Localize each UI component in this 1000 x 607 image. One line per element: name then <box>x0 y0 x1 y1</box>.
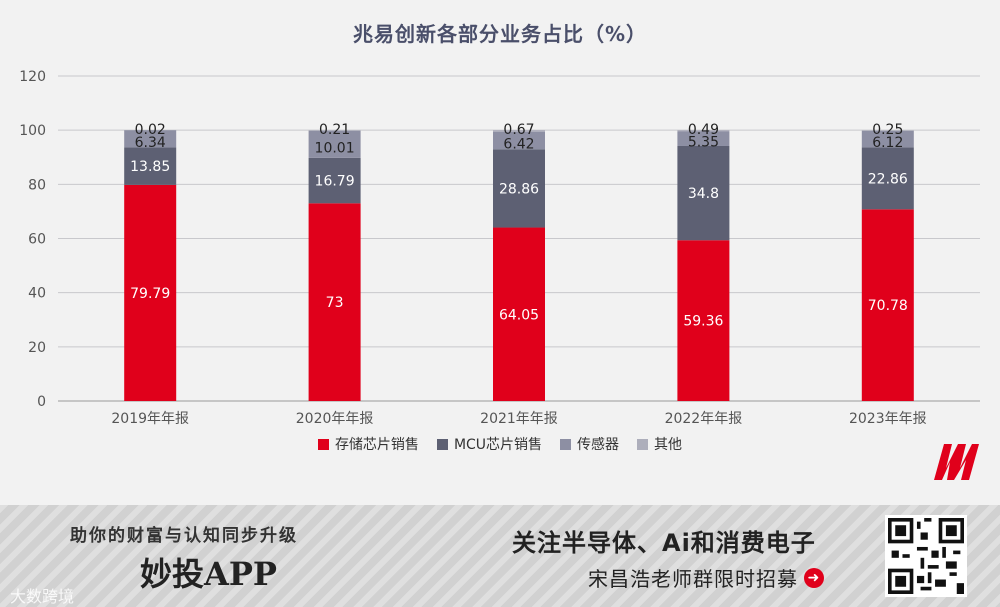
data-label: 0.49 <box>688 122 719 138</box>
banner-app-name: 妙投APP <box>140 555 277 593</box>
y-tick-label: 120 <box>19 69 46 85</box>
bar-segment <box>124 184 177 401</box>
bar-segment <box>493 130 545 132</box>
bar-segment <box>861 209 914 401</box>
data-label: 79.79 <box>130 286 170 302</box>
bar-segment <box>124 130 177 148</box>
data-label: 73 <box>326 295 344 311</box>
bar-segment <box>677 131 730 146</box>
banner-background <box>0 505 1000 607</box>
bar-segment <box>861 130 914 148</box>
legend-swatch <box>560 438 572 450</box>
legend-item: 存储芯片销售 <box>317 434 419 454</box>
promo-banner[interactable]: 助你的财富与认知同步升级 妙投APP 大数跨境 关注半导体、Ai和消费电子 宋昌… <box>0 505 1000 607</box>
data-label: 34.8 <box>688 186 719 202</box>
bar-segment <box>861 130 914 131</box>
chart-plot: 0 20 40 60 80 100 120 79.79 13.85 6.340.02 2019年年报… <box>19 69 980 427</box>
bar-segment <box>677 145 730 241</box>
data-label: 0.02 <box>135 122 166 138</box>
qr-code-icon[interactable] <box>885 515 967 597</box>
legend-label: 传感器 <box>577 437 620 453</box>
legend-label: 存储芯片销售 <box>334 437 419 453</box>
bar-segment <box>677 130 730 132</box>
x-tick-label: 2023年年报 <box>849 411 927 427</box>
y-tick-label: 100 <box>19 123 46 139</box>
y-tick-label: 20 <box>28 340 46 356</box>
x-tick-label: 2020年年报 <box>296 411 374 427</box>
bar-segment <box>677 240 730 401</box>
legend-label: 其他 <box>654 437 683 453</box>
legend-label: MCU芯片销售 <box>453 437 543 453</box>
brand-logo-icon <box>934 444 979 480</box>
bar-segment <box>493 149 545 228</box>
data-label: 0.67 <box>503 122 534 138</box>
bar-segment <box>308 130 361 131</box>
legend-item: MCU芯片销售 <box>436 434 543 454</box>
data-label: 13.85 <box>130 159 170 175</box>
data-label: 70.78 <box>868 298 908 314</box>
data-label: 64.05 <box>499 307 539 323</box>
legend-swatch <box>436 438 448 450</box>
chart-area: 兆易创新各部分业务占比（%） 0 20 40 60 80 100 120 79.79 13.85… <box>0 22 1000 480</box>
bar-segment <box>861 147 914 210</box>
chart-legend: 存储芯片销售 MCU芯片销售 传感器 其他 <box>0 434 1000 454</box>
y-tick-label: 40 <box>28 286 46 302</box>
y-tick-label: 60 <box>28 232 46 248</box>
data-label: 16.79 <box>315 174 355 190</box>
data-label: 22.86 <box>868 171 908 187</box>
chart-title: 兆易创新各部分业务占比（%） <box>352 22 648 46</box>
data-label: 6.34 <box>135 135 166 151</box>
banner-subline[interactable]: 宋昌浩老师群限时招募 ➜ <box>588 563 824 592</box>
data-label: 28.86 <box>499 181 539 197</box>
bar-segment <box>493 131 545 150</box>
y-tick-label: 80 <box>28 177 46 193</box>
data-label: 6.42 <box>503 137 534 153</box>
arrow-right-circle-icon[interactable]: ➜ <box>804 567 824 588</box>
y-tick-label: 0 <box>37 394 46 410</box>
data-label: 0.21 <box>319 122 350 138</box>
x-tick-label: 2022年年报 <box>665 411 743 427</box>
data-label: 10.01 <box>315 140 355 156</box>
data-label: 5.35 <box>688 135 719 151</box>
data-label: 59.36 <box>683 314 723 330</box>
bar-segment <box>308 130 361 158</box>
banner-slogan: 助你的财富与认知同步升级 <box>70 526 298 546</box>
legend-swatch <box>637 438 649 450</box>
bar-segment <box>124 147 177 185</box>
x-tick-label: 2019年年报 <box>111 411 189 427</box>
legend-item: 传感器 <box>560 434 619 454</box>
banner-subline-text: 宋昌浩老师群限时招募 <box>588 567 798 591</box>
bar-segment <box>308 157 361 204</box>
banner-headline: 关注半导体、Ai和消费电子 <box>512 529 816 557</box>
bar-segment <box>308 203 361 401</box>
legend-swatch <box>317 438 329 450</box>
data-label: 6.12 <box>872 135 903 151</box>
bar-segment <box>493 227 545 401</box>
x-tick-label: 2021年年报 <box>480 411 558 427</box>
data-label: 0.25 <box>872 122 903 138</box>
watermark: 大数跨境 <box>10 587 75 606</box>
legend-item: 其他 <box>637 434 682 454</box>
